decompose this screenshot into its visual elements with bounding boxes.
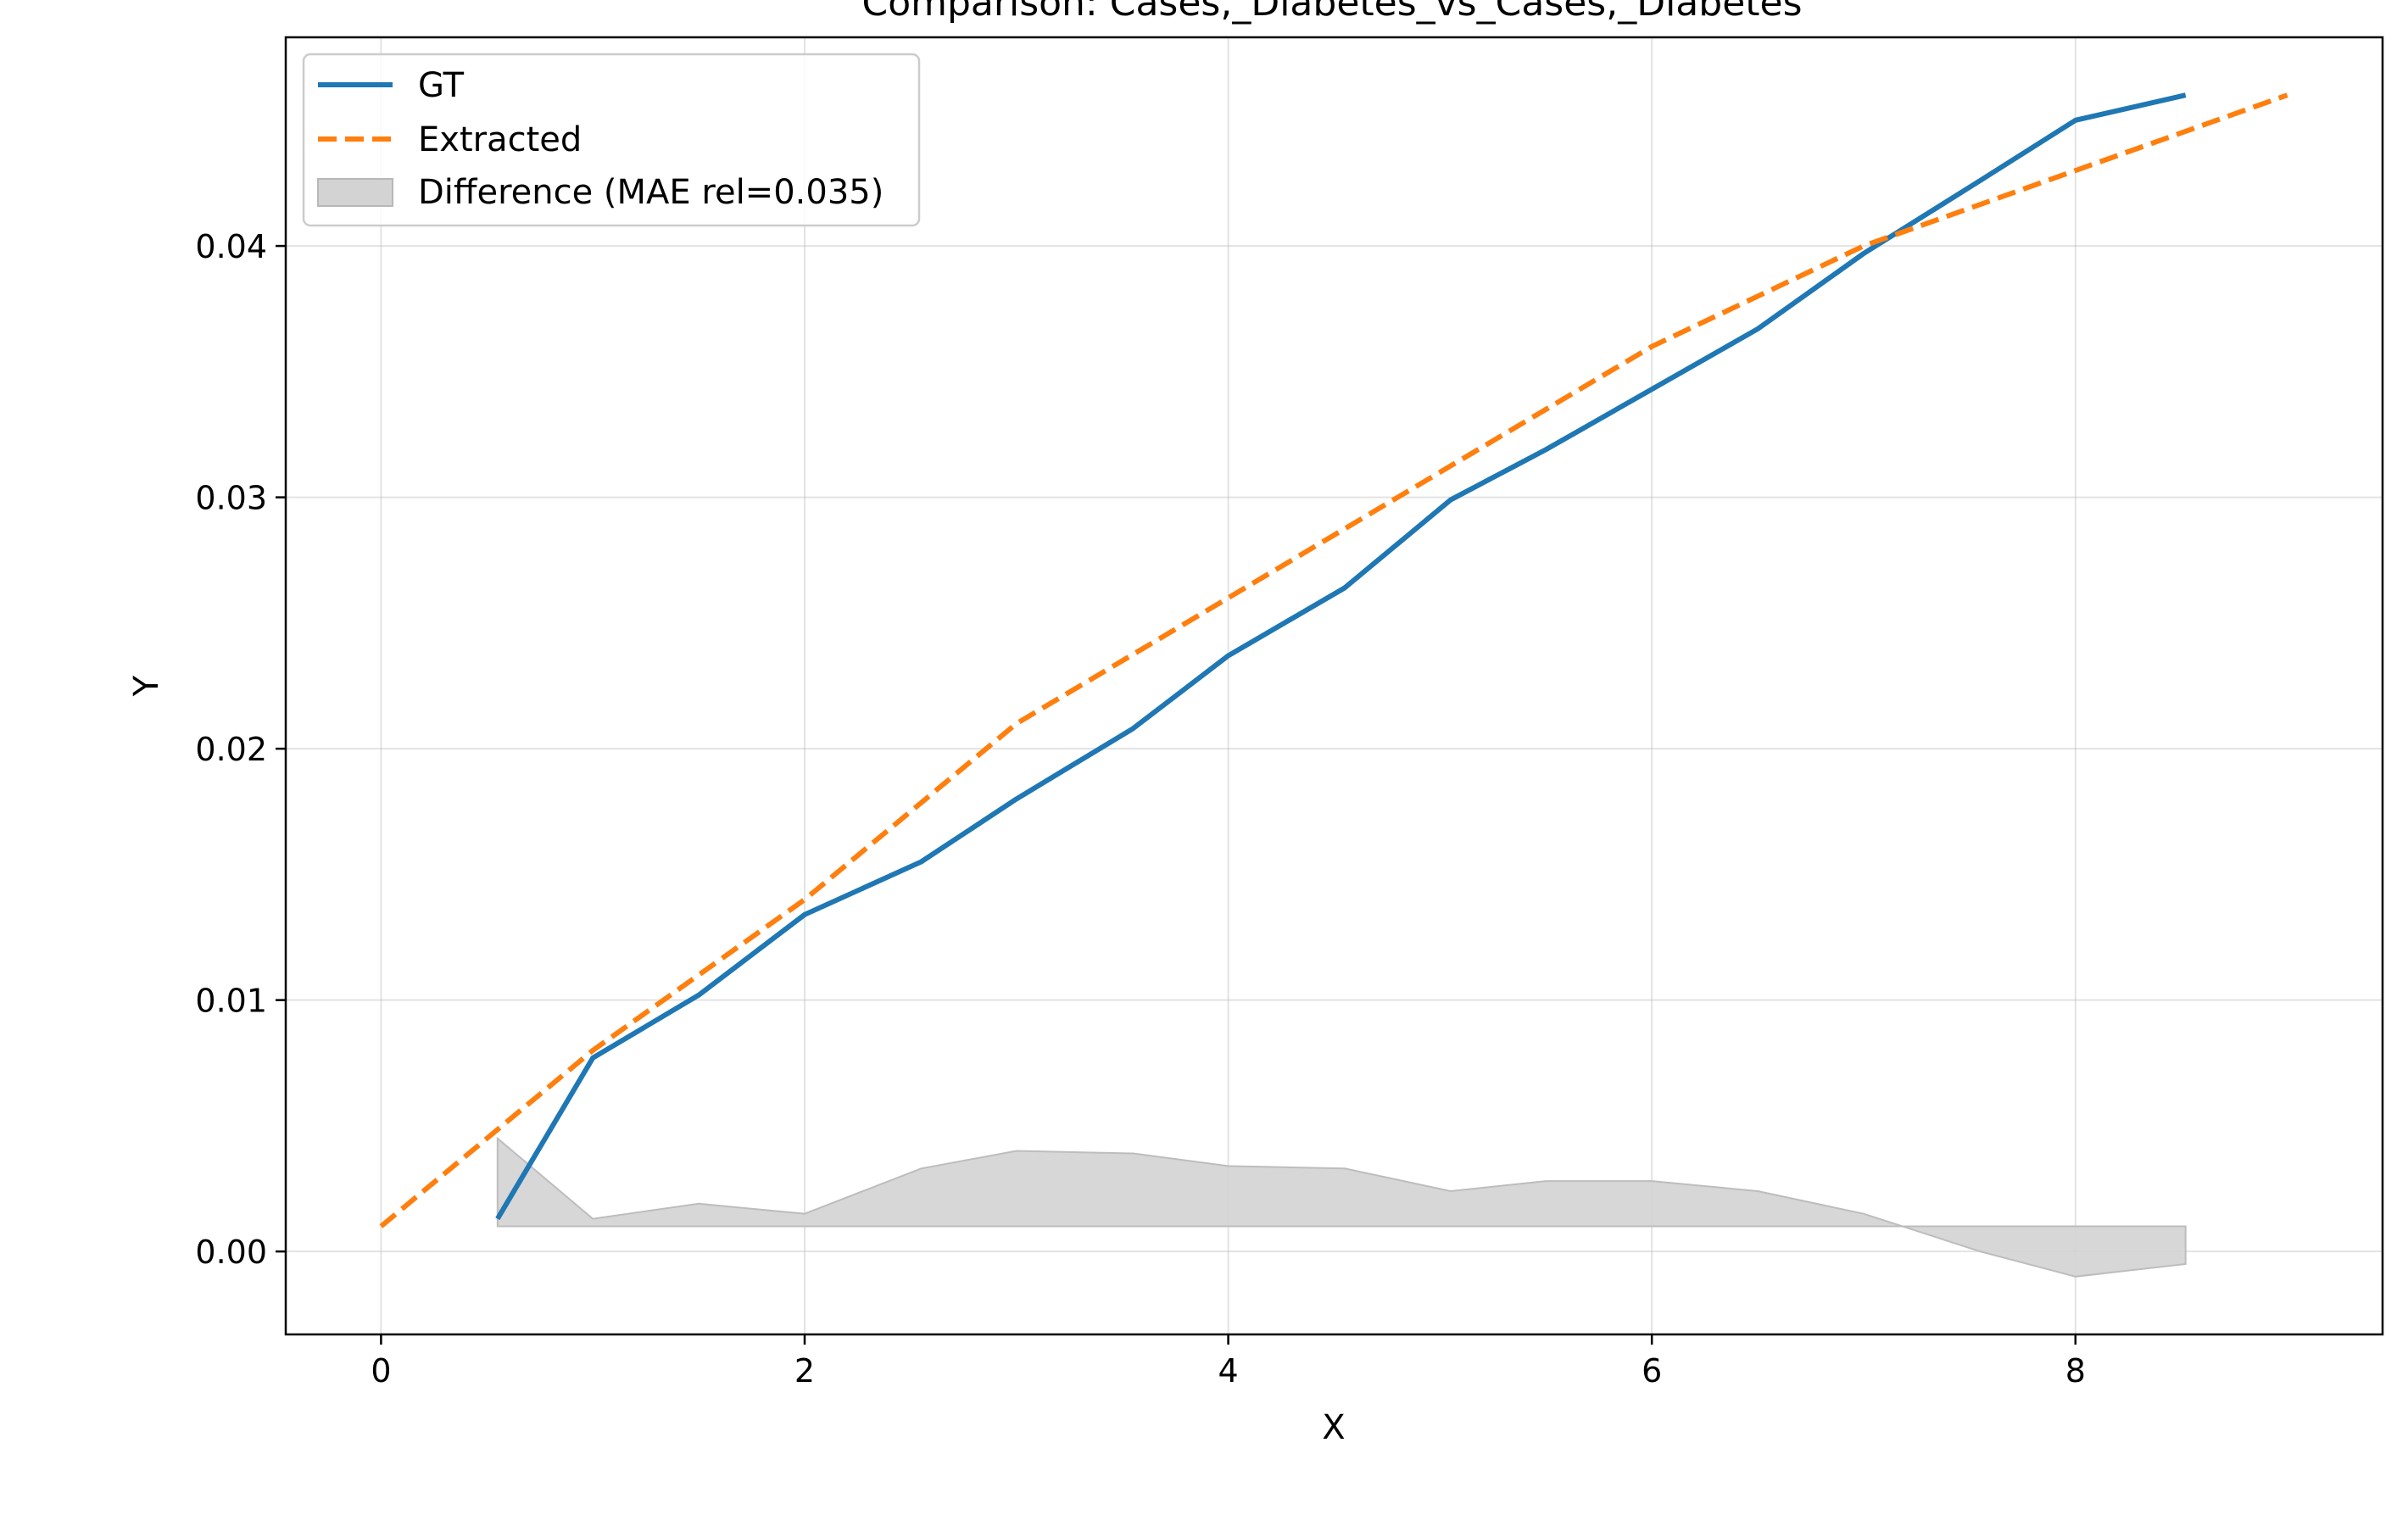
legend-difference-label: Difference (MAE rel=0.035) [418, 173, 883, 212]
difference-area-group [496, 1136, 2187, 1278]
x-tick-label: 2 [794, 1352, 815, 1390]
x-tick-label: 4 [1218, 1352, 1239, 1390]
legend-difference-swatch [317, 178, 393, 207]
legend-box [302, 53, 921, 227]
series-lines-group [379, 92, 2288, 1228]
y-axis-label: Y [127, 675, 166, 697]
x-tick-label: 8 [2065, 1352, 2086, 1390]
plot-frame [284, 36, 2384, 1336]
chart-title: Comparison: Cases,_Diabetes_vs_Cases,_Di… [861, 0, 1802, 25]
legend-extracted-label: Extracted [418, 120, 582, 159]
difference-area [496, 1136, 2187, 1278]
x-tick-label: 0 [371, 1352, 391, 1390]
legend-gt-label: GT [418, 66, 465, 105]
y-tick-label: 0.02 [195, 731, 267, 768]
y-tick-label: 0.01 [195, 983, 267, 1020]
y-tick-label: 0.04 [195, 228, 267, 265]
extracted-line [379, 92, 2288, 1228]
y-tick-label: 0.00 [195, 1234, 267, 1271]
gt-line [495, 92, 2187, 1221]
grid [286, 37, 2383, 1334]
x-axis-label: X [1322, 1408, 1345, 1447]
legend: GT Extracted Difference (MAE rel=0.035) [302, 53, 921, 227]
axis-ticks: 0 2 4 6 8 0.00 0.01 0.02 0.03 0.04 [195, 228, 2085, 1390]
y-tick-label: 0.03 [195, 480, 267, 517]
x-tick-label: 6 [1642, 1352, 1662, 1390]
